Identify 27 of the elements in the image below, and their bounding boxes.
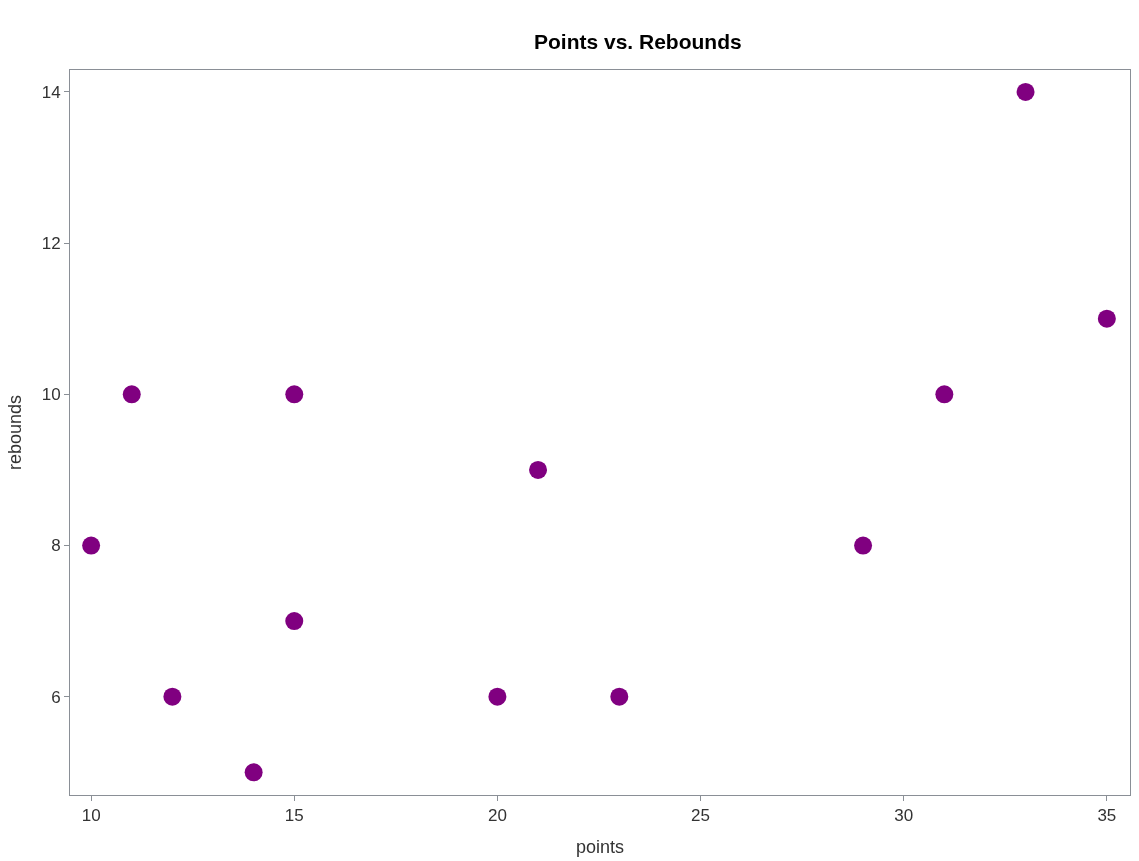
x-tick-label: 10 <box>81 806 101 826</box>
point <box>610 687 629 706</box>
point <box>285 612 304 631</box>
x-tick-label: 20 <box>487 806 507 826</box>
point <box>854 536 873 555</box>
point <box>488 687 507 706</box>
point <box>1016 82 1035 101</box>
y-tick-label: 12 <box>41 234 61 254</box>
point <box>163 687 182 706</box>
x-tick-label: 25 <box>691 806 711 826</box>
point <box>935 385 954 404</box>
point <box>244 763 263 782</box>
chart-title: Points vs. Rebounds <box>533 30 742 54</box>
y-axis-title: rebounds <box>4 394 25 471</box>
point <box>1097 309 1116 328</box>
y-tick-label: 8 <box>51 536 61 556</box>
y-tick-label: 14 <box>41 82 61 102</box>
x-tick-label: 15 <box>284 806 304 826</box>
x-axis-title: points <box>575 836 625 857</box>
y-tick-label: 10 <box>41 385 61 405</box>
x-tick-label: 30 <box>894 806 914 826</box>
point <box>285 385 304 404</box>
x-tick-label: 35 <box>1097 806 1117 826</box>
point <box>529 460 548 479</box>
point <box>122 385 141 404</box>
point <box>82 536 101 555</box>
y-tick-label: 6 <box>51 687 61 707</box>
